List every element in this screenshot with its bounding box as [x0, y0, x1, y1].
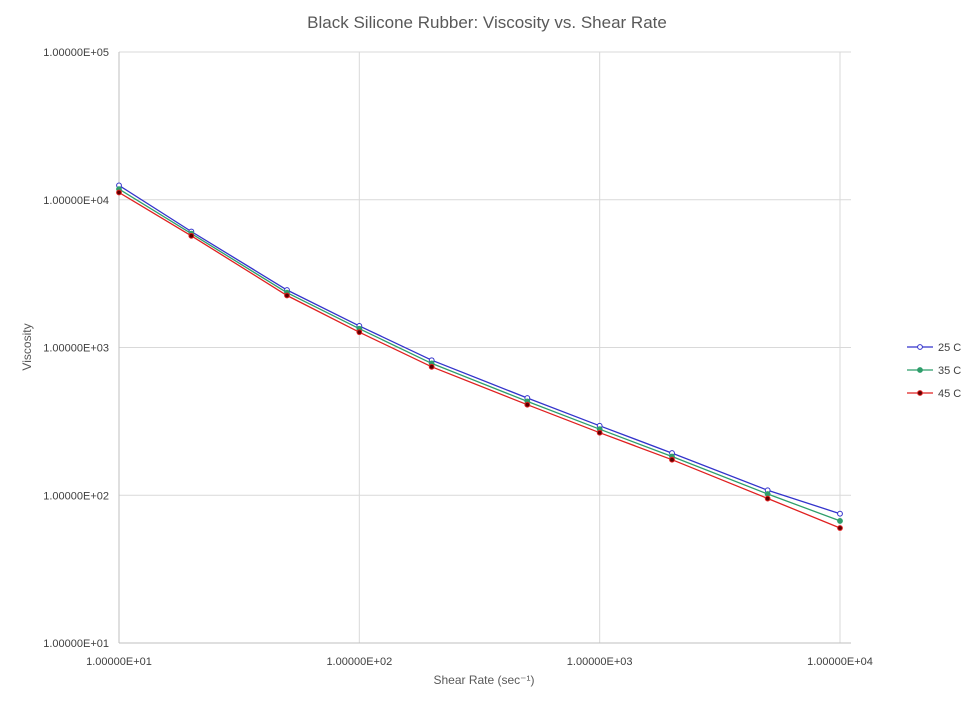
x-tick-label: 1.00000E+01 — [86, 656, 152, 668]
legend-item: 45 C — [907, 388, 961, 400]
y-tick-label: 1.00000E+03 — [43, 343, 109, 355]
data-point — [764, 495, 771, 502]
y-tick-label: 1.00000E+02 — [43, 490, 109, 502]
legend-label: 45 C — [938, 388, 961, 400]
data-point — [428, 363, 435, 370]
chart-title: Black Silicone Rubber: Viscosity vs. She… — [307, 13, 667, 32]
data-point — [188, 232, 195, 239]
x-tick-label: 1.00000E+03 — [567, 656, 633, 668]
series-1 — [116, 186, 843, 524]
y-tick-label: 1.00000E+01 — [43, 638, 109, 650]
legend-swatch-marker — [917, 390, 923, 396]
legend-label: 25 C — [938, 342, 961, 354]
axes: 1.00000E+01 1.00000E+02 1.00000E+03 1.00000… — [43, 47, 873, 668]
x-tick-label: 1.00000E+02 — [326, 656, 392, 668]
data-point — [837, 518, 843, 524]
data-point — [669, 456, 675, 463]
data-point — [837, 510, 843, 517]
series-layer — [116, 182, 843, 531]
data-point — [116, 189, 122, 196]
series-line — [118, 184, 841, 515]
data-point — [524, 401, 531, 408]
legend-item: 35 C — [907, 365, 961, 377]
x-tick-label: 1.00000E+04 — [807, 656, 873, 668]
y-tick-label: 1.00000E+05 — [43, 47, 109, 59]
data-point — [837, 525, 843, 531]
legend: 25 C 35 C 45 C — [907, 342, 961, 400]
legend-swatch-marker — [917, 367, 923, 373]
grid — [118, 51, 851, 644]
y-tick-label: 1.00000E+04 — [43, 195, 109, 207]
series-line — [118, 188, 841, 522]
series-line — [118, 191, 841, 529]
series-0 — [116, 182, 843, 517]
legend-item: 25 C — [907, 342, 961, 354]
legend-swatch-marker — [917, 344, 923, 350]
series-2 — [116, 189, 843, 531]
legend-label: 35 C — [938, 365, 961, 377]
data-point — [284, 292, 290, 299]
y-axis-label: Viscosity — [20, 323, 34, 370]
x-axis-label: Shear Rate (sec⁻¹) — [433, 673, 534, 687]
data-point — [356, 329, 363, 336]
data-point — [596, 429, 603, 436]
